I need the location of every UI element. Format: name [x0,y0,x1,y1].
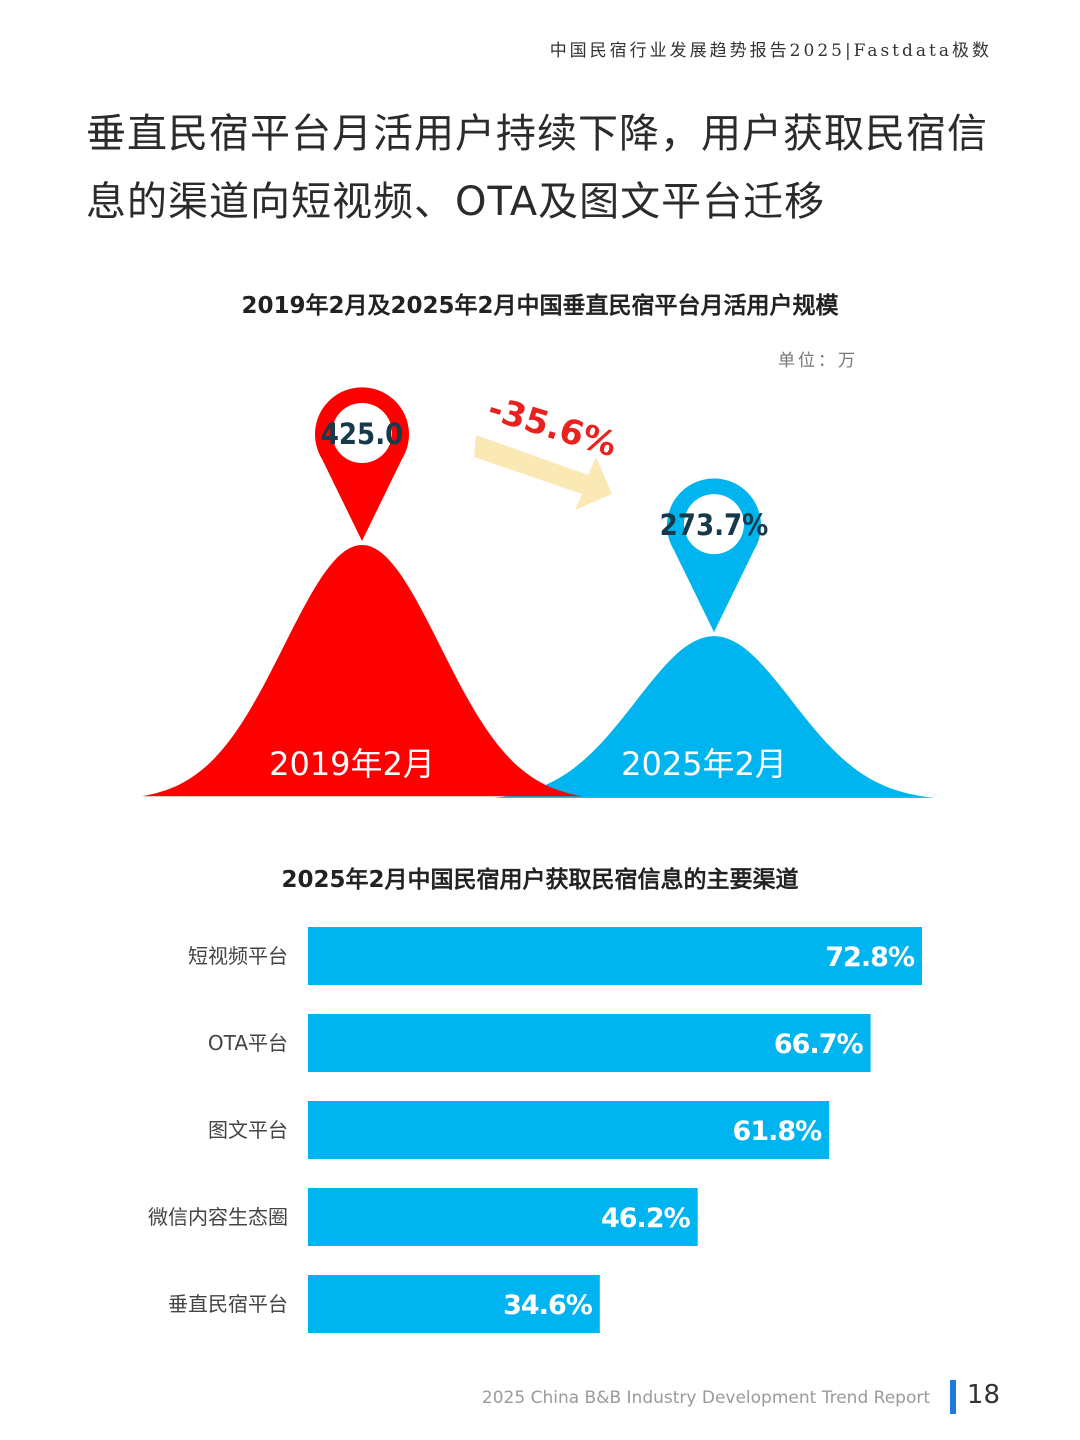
report-header-tag: 中国民宿行业发展趋势报告2025|Fastdata极数 [549,41,992,61]
chart1-title: 2019年2月及2025年2月中国垂直民宿平台月活用户规模 [241,293,839,319]
category-label-4: 垂直民宿平台 [168,1292,288,1316]
category-label-1: OTA平台 [208,1031,288,1055]
pin-hole-0 [332,403,392,463]
page-number: 18 [966,1380,1000,1410]
bell-0 [142,545,582,797]
value-label-1: 66.7% [774,1029,864,1060]
bar-1 [308,1014,871,1072]
bar-2 [308,1101,830,1159]
category-label-0: 2019年2月 [269,745,435,783]
value-label-1: 273.7% [660,508,769,542]
footer-accent-bar [950,1380,956,1414]
value-label-0: 72.8% [825,942,915,973]
footer-report-name: 2025 China B&B Industry Development Tren… [481,1388,930,1408]
value-label-2: 61.8% [733,1116,823,1147]
chart1-unit-label: 单位：万 [778,351,858,371]
value-label-0: 425.0 [321,417,404,451]
value-label-4: 34.6% [503,1290,593,1321]
bar-3 [308,1188,698,1246]
channel-bar-chart: 短视频平台 72.8% OTA平台 66.7% 图文平台 61.8% 微信内容生态圈 46.2… [148,927,922,1333]
decline-arrow [474,435,612,510]
page-title: 垂直民宿平台月活用户持续下降，用户获取民宿信息的渠道向短视频、OTA及图文平台迁… [86,111,988,225]
bell-1 [494,636,934,798]
category-label-2: 图文平台 [208,1118,288,1142]
category-label-1: 2025年2月 [621,745,787,783]
chart2-title: 2025年2月中国民宿用户获取民宿信息的主要渠道 [281,867,799,893]
value-label-3: 46.2% [601,1203,691,1234]
pin-hole-1 [684,494,744,555]
category-label-3: 微信内容生态圈 [148,1205,288,1229]
bar-0 [308,927,922,985]
category-label-0: 短视频平台 [188,944,288,968]
bar-4 [308,1275,600,1333]
